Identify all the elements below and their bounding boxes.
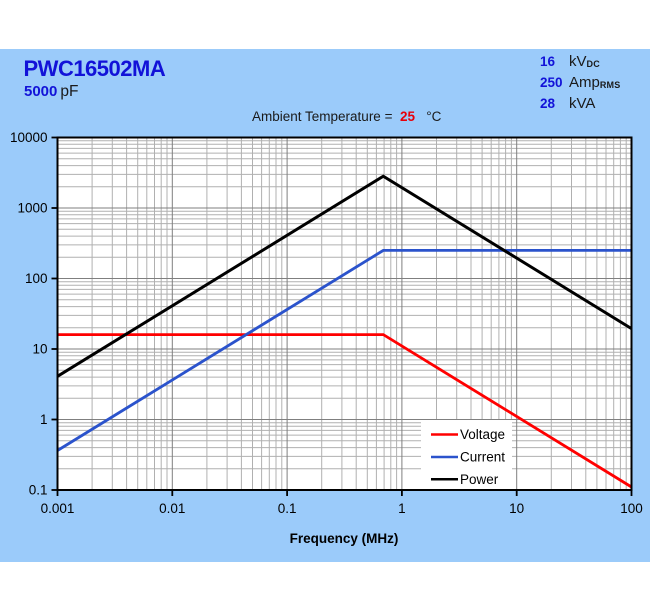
svg-text:100: 100 bbox=[25, 271, 48, 286]
svg-text:1000: 1000 bbox=[17, 201, 47, 216]
svg-text:10: 10 bbox=[32, 342, 47, 357]
svg-text:0.1: 0.1 bbox=[278, 501, 297, 516]
svg-text:0.001: 0.001 bbox=[41, 501, 75, 516]
svg-text:Power: Power bbox=[460, 472, 499, 487]
svg-text:Frequency (MHz): Frequency (MHz) bbox=[290, 531, 399, 546]
svg-text:10000: 10000 bbox=[10, 130, 48, 145]
svg-text:100: 100 bbox=[620, 501, 643, 516]
svg-text:0.1: 0.1 bbox=[29, 483, 48, 498]
svg-text:Voltage: Voltage bbox=[460, 427, 505, 442]
svg-text:10: 10 bbox=[509, 501, 524, 516]
svg-text:Current: Current bbox=[460, 450, 505, 465]
svg-text:1: 1 bbox=[398, 501, 406, 516]
svg-text:1: 1 bbox=[40, 412, 48, 427]
svg-text:0.01: 0.01 bbox=[159, 501, 185, 516]
